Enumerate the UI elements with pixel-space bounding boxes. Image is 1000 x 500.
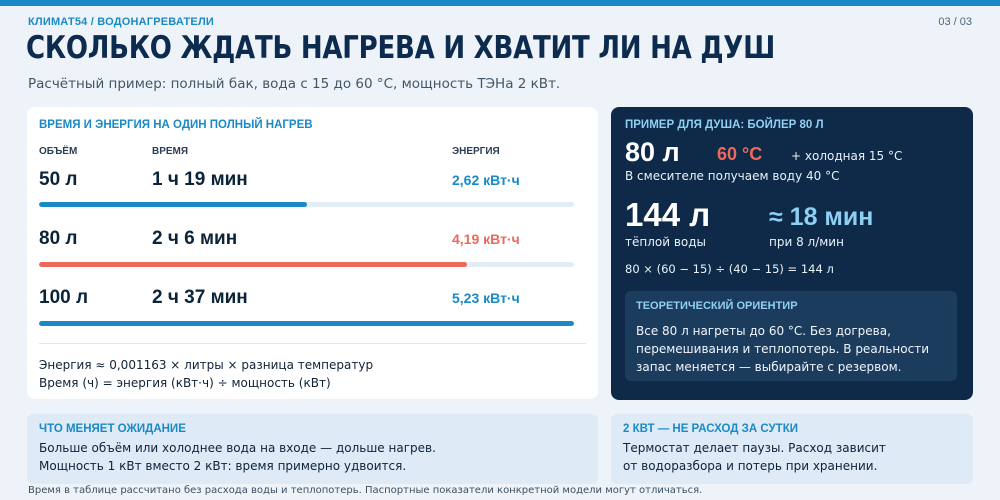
row-bar-fill xyxy=(39,262,467,267)
row-time: 2 ч 6 мин xyxy=(152,228,238,249)
column-header-time: ВРЕМЯ xyxy=(152,146,189,157)
shower-example-card: ПРИМЕР ДЛЯ ДУША: БОЙЛЕР 80 Л 80 л 60 °C … xyxy=(611,107,973,400)
shower-caption: ПРИМЕР ДЛЯ ДУША: БОЙЛЕР 80 Л xyxy=(625,119,824,131)
wait-factors-line: Больше объём или холоднее вода на входе … xyxy=(39,441,436,455)
flow-rate: при 8 л/мин xyxy=(769,235,844,249)
hot-temperature: 60 °C xyxy=(717,144,763,164)
row-volume: 80 л xyxy=(39,228,78,249)
energy-formula: Энергия ≈ 0,001163 × литры × разница тем… xyxy=(39,358,374,372)
table-caption: ВРЕМЯ И ЭНЕРГИЯ НА ОДИН ПОЛНЫЙ НАГРЕВ xyxy=(39,119,313,131)
power-note-line: от водоразбора и потерь при хранении. xyxy=(623,459,878,473)
row-energy: 2,62 кВт·ч xyxy=(452,172,520,188)
row-bar-fill xyxy=(39,202,307,207)
theory-text: Все 80 л нагреты до 60 °C. Без догрева, … xyxy=(636,324,929,374)
wait-factors-caption: ЧТО МЕНЯЕТ ОЖИДАНИЕ xyxy=(39,423,186,435)
wait-factors-card: ЧТО МЕНЯЕТ ОЖИДАНИЕ Больше объём или хол… xyxy=(27,414,598,484)
wait-factors-line: Мощность 1 кВт вместо 2 кВт: время приме… xyxy=(39,459,407,473)
boiler-volume: 80 л xyxy=(625,137,680,167)
page-title: СКОЛЬКО ЖДАТЬ НАГРЕВА И ХВАТИТ ЛИ НА ДУШ xyxy=(26,30,776,66)
theory-caption: ТЕОРЕТИЧЕСКИЙ ОРИЕНТИР xyxy=(636,300,798,312)
heating-table-card: ВРЕМЯ И ЭНЕРГИЯ НА ОДИН ПОЛНЫЙ НАГРЕВ ОБ… xyxy=(27,107,598,399)
row-bar-track xyxy=(39,202,574,207)
mixer-temp: В смесителе получаем воду 40 °C xyxy=(625,169,840,183)
cold-water-temp: + холодная 15 °C xyxy=(791,149,903,163)
footnote: Время в таблице рассчитано без расхода в… xyxy=(28,485,703,496)
row-energy: 4,19 кВт·ч xyxy=(452,231,520,247)
power-note-line: Термостат делает паузы. Расход зависит xyxy=(623,441,886,455)
calculation: 80 × (60 − 15) ÷ (40 − 15) = 144 л xyxy=(625,262,834,276)
row-bar-track xyxy=(39,262,574,267)
top-accent-bar xyxy=(0,0,1000,6)
page-counter: 03 / 03 xyxy=(938,16,972,28)
row-volume: 100 л xyxy=(39,287,89,308)
warm-water-amount: 144 л xyxy=(625,196,711,233)
row-energy: 5,23 кВт·ч xyxy=(452,290,520,306)
time-formula: Время (ч) = энергия (кВт·ч) ÷ мощность (… xyxy=(39,376,331,390)
power-note-card: 2 КВТ — НЕ РАСХОД ЗА СУТКИ Термостат дел… xyxy=(611,414,973,484)
divider xyxy=(39,343,586,344)
row-volume: 50 л xyxy=(39,169,78,190)
row-bar-track xyxy=(39,321,574,326)
theory-box: ТЕОРЕТИЧЕСКИЙ ОРИЕНТИР Все 80 л нагреты … xyxy=(625,291,957,381)
shower-duration: ≈ 18 мин xyxy=(769,203,874,231)
warm-water-label: тёплой воды xyxy=(625,235,707,249)
column-header-volume: ОБЪЁМ xyxy=(39,146,78,157)
column-header-energy: ЭНЕРГИЯ xyxy=(452,146,500,157)
row-time: 1 ч 19 мин xyxy=(152,169,248,190)
breadcrumb[interactable]: КЛИМАТ54 / ВОДОНАГРЕВАТЕЛИ xyxy=(28,16,214,28)
power-note-caption: 2 КВТ — НЕ РАСХОД ЗА СУТКИ xyxy=(623,423,798,435)
page-subtitle: Расчётный пример: полный бак, вода с 15 … xyxy=(28,76,561,92)
row-bar-fill xyxy=(39,321,574,326)
row-time: 2 ч 37 мин xyxy=(152,287,248,308)
